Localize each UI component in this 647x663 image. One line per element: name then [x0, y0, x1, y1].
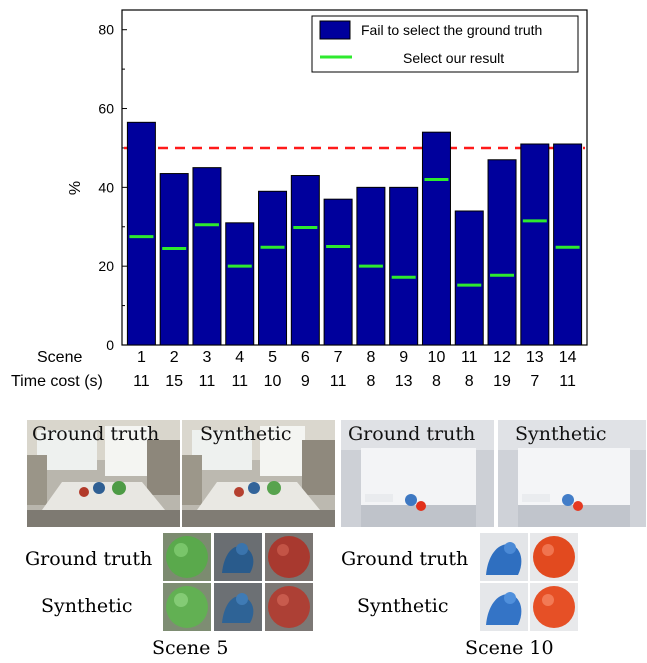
bar — [389, 186, 419, 346]
scene5-ground-truth-photo: Ground truth — [27, 420, 180, 527]
time-cost-value: 11 — [329, 373, 347, 390]
scene-number: 14 — [558, 349, 577, 366]
scene5-syn-red-sphere-thumb — [265, 583, 313, 631]
shelf-image — [498, 420, 646, 527]
bar — [159, 173, 189, 346]
bars — [126, 121, 583, 346]
bar — [487, 159, 517, 346]
scene10-ground-truth-photo: Ground truth — [341, 420, 494, 527]
legend-bar-swatch — [319, 20, 351, 40]
time-cost-value: 7 — [530, 373, 540, 390]
y-axis-label: % — [67, 181, 84, 195]
scene-number: 12 — [493, 349, 511, 366]
time-cost-value: 11 — [198, 373, 216, 390]
y-tick-label: 40 — [98, 179, 114, 195]
y-tick-label: 0 — [106, 337, 114, 353]
scene-number: 11 — [460, 349, 478, 366]
scene5-synthetic-photo-label: Synthetic — [200, 423, 292, 445]
scene-number: 6 — [300, 349, 310, 366]
time-cost-value: 15 — [165, 373, 184, 390]
scene10-synthetic-photo-label: Synthetic — [515, 423, 607, 445]
scene5-caption: Scene 5 — [152, 637, 229, 659]
scene-number: 9 — [399, 349, 409, 366]
scene-number: 4 — [235, 349, 245, 366]
scene5-synthetic-row-label: Synthetic — [41, 595, 133, 617]
scene5-ground-truth-photo-label: Ground truth — [32, 423, 160, 445]
scene10-ground-truth-row-label: Ground truth — [341, 548, 469, 570]
bar — [520, 143, 550, 346]
scene5-synthetic-photo: Synthetic — [182, 420, 335, 527]
time-cost-value: 8 — [432, 373, 441, 390]
scene10-synthetic-photo: Synthetic — [498, 420, 646, 527]
scene-number: 10 — [427, 349, 446, 366]
scene5-syn-green-sphere-thumb — [163, 583, 211, 631]
scene-number: 3 — [202, 349, 212, 366]
bar — [258, 190, 288, 346]
bar — [323, 198, 353, 346]
y-tick-label: 80 — [98, 22, 114, 38]
scene5-gt-green-sphere-thumb — [163, 533, 211, 581]
scene10-synthetic-row-label: Synthetic — [357, 595, 449, 617]
bar — [126, 121, 156, 346]
time-cost-value: 13 — [394, 373, 413, 390]
time-cost-value: 11 — [559, 373, 576, 390]
legend-bar-label: Fail to select the ground truth — [361, 22, 542, 38]
time-cost-value: 8 — [366, 373, 376, 390]
time-cost-value: 8 — [464, 373, 474, 390]
time-cost-value: 19 — [493, 373, 511, 390]
time-cost-value: 11 — [133, 373, 150, 390]
scene10-syn-dragon-thumb — [480, 583, 528, 631]
bar — [421, 131, 451, 346]
plot-frame — [121, 9, 588, 346]
time-cost-value: 11 — [231, 373, 249, 390]
shelf-image — [341, 420, 494, 527]
markers — [129, 177, 580, 287]
legend-box — [311, 15, 579, 73]
scene-number: 8 — [366, 349, 376, 366]
scene-row-label: Scene — [37, 349, 83, 366]
y-tick-label: 20 — [98, 258, 114, 274]
legend-marker-label: Select our result — [403, 50, 504, 66]
scene5-syn-dragon-thumb — [214, 583, 262, 631]
y-tick-label: 60 — [98, 101, 114, 117]
living-room-image — [27, 420, 180, 527]
legend: Fail to select the ground truth Select o… — [311, 15, 579, 73]
scene10-caption: Scene 10 — [465, 637, 554, 659]
bar — [225, 222, 255, 346]
scene5-gt-dragon-thumb — [214, 533, 262, 581]
scene-number: 1 — [136, 349, 146, 366]
bar — [454, 210, 484, 346]
scene10-syn-orange-sphere-thumb — [530, 583, 578, 631]
living-room-image — [182, 420, 335, 527]
bar — [290, 175, 320, 346]
scene10-gt-orange-sphere-thumb — [530, 533, 578, 581]
y-axis: 0 20 40 60 80 — [98, 22, 127, 353]
bar — [192, 167, 222, 346]
scene-number: 2 — [169, 349, 179, 366]
scene5-ground-truth-row-label: Ground truth — [25, 548, 153, 570]
time-cost-value: 9 — [300, 373, 310, 390]
scene10-gt-dragon-thumb — [480, 533, 528, 581]
scene-number: 13 — [525, 349, 544, 366]
bar — [553, 143, 583, 346]
scene10-ground-truth-photo-label: Ground truth — [348, 423, 476, 445]
bar-chart: 0 20 40 60 80 % Fail to select the ground tr… — [67, 9, 588, 353]
scene-number: 7 — [333, 349, 343, 366]
scene5-gt-red-sphere-thumb — [265, 533, 313, 581]
time-cost-value: 10 — [263, 373, 282, 390]
scene-number: 5 — [268, 349, 277, 366]
time-cost-row-label: Time cost (s) — [11, 373, 103, 390]
